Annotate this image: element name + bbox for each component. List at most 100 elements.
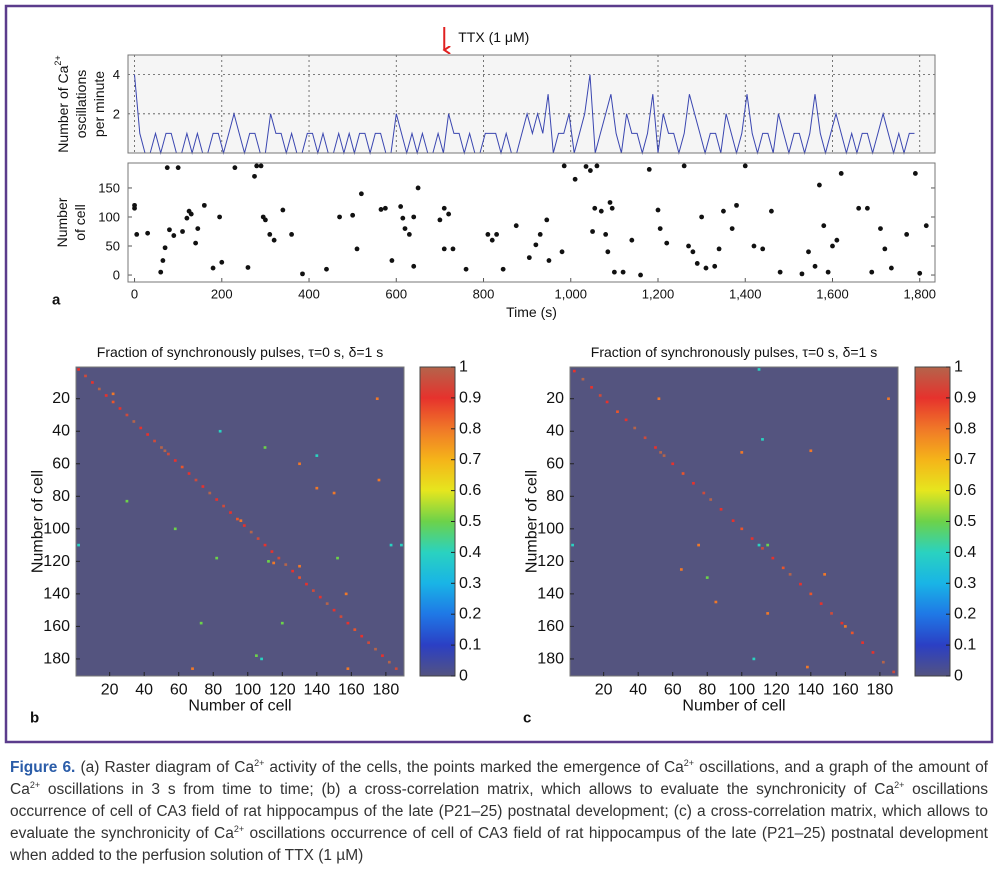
heatmap-cell bbox=[305, 582, 308, 586]
scatter-point bbox=[716, 246, 722, 252]
heatmap-cell bbox=[249, 530, 253, 534]
scatter-point bbox=[378, 207, 384, 212]
heatmap-cell bbox=[208, 491, 212, 495]
heatmap-cell bbox=[173, 459, 177, 462]
heatmap-cell bbox=[180, 465, 184, 469]
caption-superscript: 2+ bbox=[683, 757, 695, 768]
caption-text: activity of the cells, the points marked… bbox=[264, 759, 684, 776]
heatmap-cell bbox=[679, 568, 683, 571]
scatter-point bbox=[559, 249, 565, 255]
scatter-point bbox=[500, 266, 506, 272]
heatmap-cell bbox=[581, 377, 585, 381]
colorbar-tick-label: 0 bbox=[459, 668, 468, 685]
x-tick-label: 600 bbox=[385, 287, 407, 302]
colorbar-tick-label: 0.1 bbox=[459, 637, 481, 654]
plot-frame bbox=[127, 54, 936, 154]
scatter-point bbox=[856, 205, 862, 211]
x-tick-label: 100 bbox=[728, 682, 755, 699]
y-axis-label: Number of cell bbox=[54, 197, 88, 247]
y-tick-label: 40 bbox=[546, 423, 564, 440]
caption-superscript: 2+ bbox=[254, 757, 265, 768]
colorbar-tick-label: 1 bbox=[954, 359, 963, 376]
x-tick-label: 1,000 bbox=[554, 287, 587, 302]
heatmap-cell bbox=[840, 621, 844, 625]
heatmap-cell bbox=[91, 381, 94, 384]
heatmap-cell bbox=[387, 660, 391, 664]
heatmap-cell bbox=[229, 511, 232, 514]
colorbar-tick-label: 0.6 bbox=[954, 482, 976, 499]
y-tick-label: 4 bbox=[113, 67, 120, 82]
heatmap-cell bbox=[761, 438, 764, 441]
scatter-point bbox=[171, 233, 177, 238]
chart-title: Fraction of synchronously pulses, τ=0 s,… bbox=[591, 344, 877, 360]
heatmap-cell bbox=[377, 478, 381, 482]
heatmap-cell bbox=[118, 407, 122, 410]
heatmap-cell bbox=[887, 397, 890, 401]
scatter-point bbox=[485, 232, 491, 237]
x-tick-label: 0 bbox=[131, 287, 138, 302]
scatter-point bbox=[611, 269, 617, 275]
heatmap-cell bbox=[263, 543, 267, 547]
heatmap-cell bbox=[572, 369, 576, 373]
plot-frame bbox=[75, 366, 405, 677]
heatmap-cell bbox=[766, 612, 770, 615]
scatter-point bbox=[638, 272, 643, 278]
heatmap-cell bbox=[153, 439, 156, 443]
x-tick-label: 400 bbox=[298, 287, 320, 302]
heatmap-cell bbox=[311, 589, 315, 592]
scatter-point bbox=[271, 237, 277, 243]
heatmap-cell bbox=[346, 621, 350, 625]
x-tick-label: 200 bbox=[211, 287, 233, 302]
heatmap-cell bbox=[819, 602, 823, 605]
chart-title: Fraction of synchronously pulses, τ=0 s,… bbox=[97, 344, 383, 360]
colorbar-tick-label: 0.4 bbox=[459, 544, 481, 561]
scatter-point bbox=[544, 217, 550, 223]
scatter-point bbox=[219, 259, 225, 265]
caption-text: oscillations occurrence of cell of CA3 f… bbox=[10, 825, 988, 864]
heatmap-cell bbox=[367, 641, 370, 644]
scatter-point bbox=[834, 237, 840, 243]
heatmap-cell bbox=[125, 499, 129, 503]
x-tick-label: 800 bbox=[473, 287, 495, 302]
x-tick-label: 180 bbox=[867, 682, 894, 699]
scatter-point bbox=[917, 270, 923, 276]
scatter-point bbox=[817, 182, 822, 188]
scatter-point bbox=[252, 173, 257, 179]
scatter-point bbox=[145, 230, 151, 236]
scatter-point bbox=[592, 205, 598, 211]
heatmap-cell bbox=[260, 657, 263, 661]
heatmap-cell bbox=[861, 641, 864, 644]
scatter-point bbox=[605, 249, 611, 255]
scatter-point bbox=[912, 171, 918, 176]
y-tick-label: 120 bbox=[43, 553, 70, 570]
heatmap-cell bbox=[346, 667, 350, 670]
scatter-point bbox=[838, 171, 844, 176]
y-tick-label: 140 bbox=[43, 585, 70, 602]
caption-superscript: 2+ bbox=[233, 823, 245, 834]
heatmap-cell bbox=[381, 654, 384, 657]
heatmap-cell bbox=[616, 410, 619, 414]
scatter-point bbox=[382, 205, 388, 211]
heatmap-cell bbox=[892, 670, 896, 674]
heatmap-cell bbox=[389, 543, 393, 547]
heatmap-cell bbox=[267, 560, 270, 563]
scatter-point bbox=[513, 223, 519, 229]
heatmap-cell bbox=[360, 634, 364, 638]
heatmap-cell bbox=[298, 564, 301, 568]
scatter-point bbox=[904, 232, 910, 237]
scatter-point bbox=[694, 261, 700, 266]
x-tick-label: 160 bbox=[338, 682, 365, 699]
scatter-point bbox=[162, 245, 168, 251]
x-tick-label: 40 bbox=[135, 682, 153, 699]
scatter-point bbox=[729, 226, 735, 231]
heatmap-cell bbox=[77, 543, 80, 547]
scatter-point bbox=[812, 263, 818, 269]
x-axis-label: Time (s) bbox=[506, 304, 557, 320]
x-tick-label: 1,800 bbox=[903, 287, 936, 302]
scatter-point bbox=[526, 255, 532, 261]
scatter-point bbox=[164, 165, 170, 171]
y-tick-label: 80 bbox=[52, 488, 70, 505]
heatmap-cell bbox=[325, 602, 329, 605]
scatter-point bbox=[350, 212, 356, 218]
x-tick-label: 20 bbox=[101, 682, 119, 699]
